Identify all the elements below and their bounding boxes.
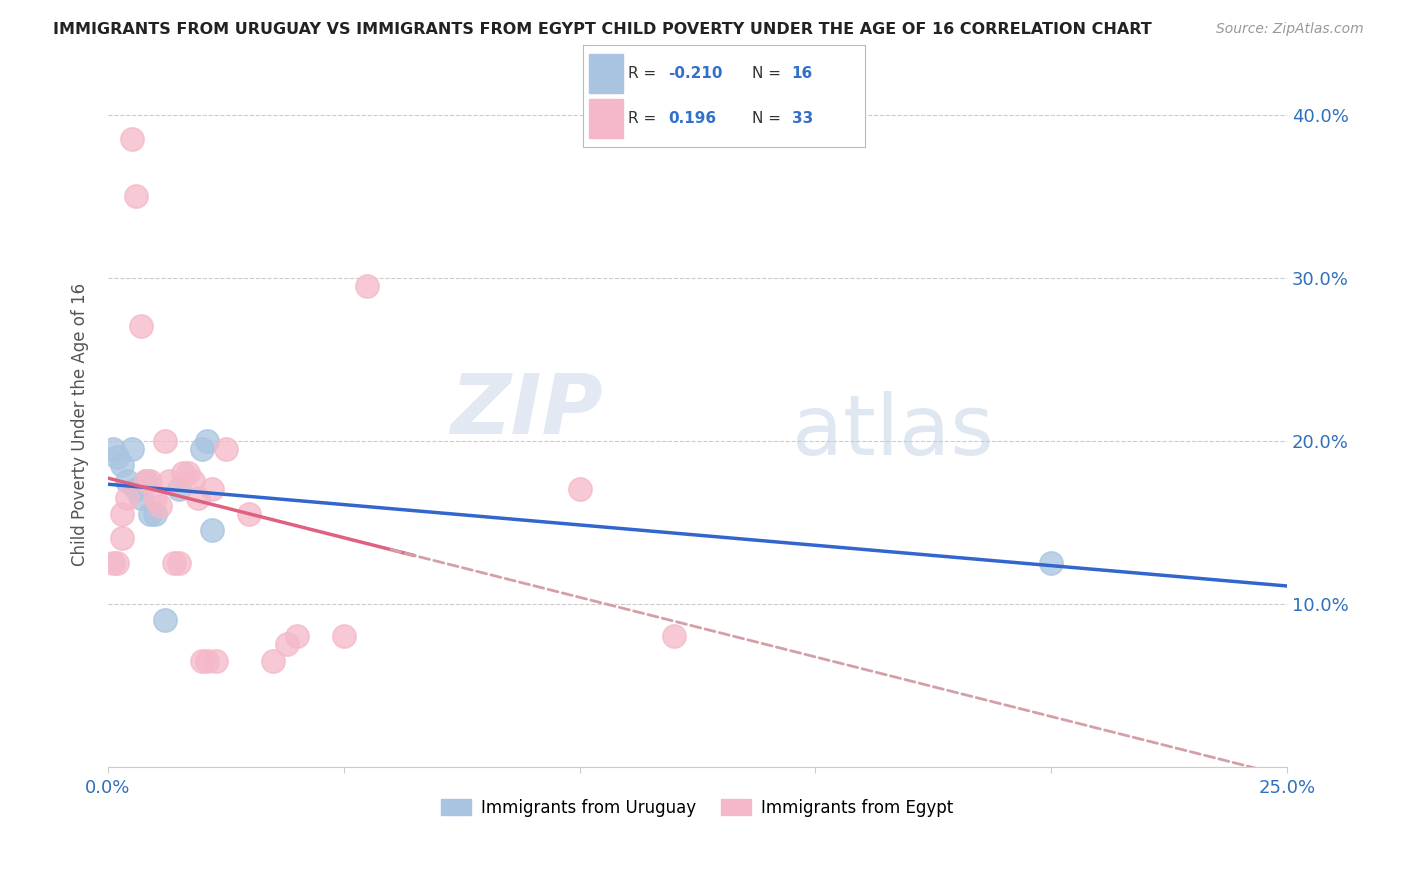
Point <box>195 434 218 448</box>
FancyBboxPatch shape <box>589 54 623 93</box>
Point <box>191 442 214 456</box>
Text: 0.196: 0.196 <box>668 111 716 126</box>
Point <box>163 556 186 570</box>
Point <box>111 507 134 521</box>
Point <box>172 466 194 480</box>
Text: IMMIGRANTS FROM URUGUAY VS IMMIGRANTS FROM EGYPT CHILD POVERTY UNDER THE AGE OF : IMMIGRANTS FROM URUGUAY VS IMMIGRANTS FR… <box>53 22 1152 37</box>
Point <box>195 654 218 668</box>
Point <box>238 507 260 521</box>
Point <box>187 491 209 505</box>
Point <box>1040 556 1063 570</box>
Point <box>107 450 129 464</box>
Point <box>135 475 157 489</box>
Point <box>115 475 138 489</box>
Point <box>135 475 157 489</box>
Point <box>167 556 190 570</box>
Point <box>276 637 298 651</box>
Text: Source: ZipAtlas.com: Source: ZipAtlas.com <box>1216 22 1364 37</box>
Text: -0.210: -0.210 <box>668 66 723 81</box>
Text: N =: N = <box>752 111 786 126</box>
Point <box>201 523 224 537</box>
Point <box>285 629 308 643</box>
Point <box>356 278 378 293</box>
Point <box>121 132 143 146</box>
Point <box>149 499 172 513</box>
Y-axis label: Child Poverty Under the Age of 16: Child Poverty Under the Age of 16 <box>72 283 89 566</box>
Text: 33: 33 <box>792 111 813 126</box>
Point <box>157 475 180 489</box>
Point <box>153 613 176 627</box>
Point <box>181 475 204 489</box>
Point <box>153 434 176 448</box>
Point <box>125 189 148 203</box>
Point <box>143 507 166 521</box>
Point <box>568 483 591 497</box>
Text: R =: R = <box>628 111 666 126</box>
Point <box>201 483 224 497</box>
Point <box>143 491 166 505</box>
Point <box>167 483 190 497</box>
Point <box>111 532 134 546</box>
Text: atlas: atlas <box>792 391 994 472</box>
Point <box>101 442 124 456</box>
Text: ZIP: ZIP <box>450 370 603 451</box>
Text: R =: R = <box>628 66 662 81</box>
Point <box>177 466 200 480</box>
Text: N =: N = <box>752 66 786 81</box>
Point <box>121 442 143 456</box>
Point <box>662 629 685 643</box>
Legend: Immigrants from Uruguay, Immigrants from Egypt: Immigrants from Uruguay, Immigrants from… <box>434 792 960 823</box>
Point <box>129 491 152 505</box>
Point <box>139 507 162 521</box>
Point <box>262 654 284 668</box>
Text: 16: 16 <box>792 66 813 81</box>
Point <box>205 654 228 668</box>
Point <box>129 319 152 334</box>
Point <box>215 442 238 456</box>
Point <box>107 556 129 570</box>
Point <box>111 458 134 472</box>
Point <box>139 475 162 489</box>
Point <box>101 556 124 570</box>
Point <box>125 483 148 497</box>
Point <box>191 654 214 668</box>
FancyBboxPatch shape <box>589 99 623 138</box>
Point <box>115 491 138 505</box>
Point <box>333 629 356 643</box>
